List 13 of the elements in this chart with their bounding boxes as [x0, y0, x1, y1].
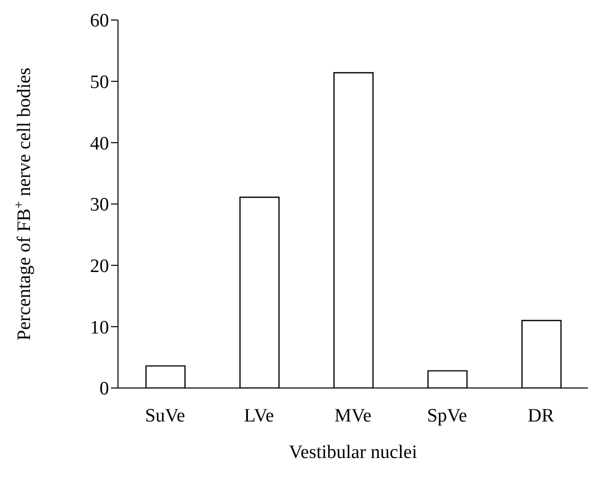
x-tick-label: DR	[528, 405, 555, 426]
x-tick-label: MVe	[334, 405, 372, 426]
x-axis-title: Vestibular nuclei	[288, 442, 418, 463]
y-tick-label: 0	[100, 378, 109, 400]
y-tick-label: 30	[90, 194, 109, 216]
y-tick-label: 50	[90, 72, 109, 94]
y-tick-label: 60	[90, 10, 109, 32]
x-tick-label: SpVe	[426, 405, 468, 426]
y-tick-label: 10	[90, 317, 109, 338]
y-tick-label: 40	[90, 133, 109, 154]
x-tick-label: LVe	[244, 405, 274, 426]
y-tick-label: 20	[90, 256, 109, 278]
x-tick-label: SuVe	[144, 405, 186, 426]
